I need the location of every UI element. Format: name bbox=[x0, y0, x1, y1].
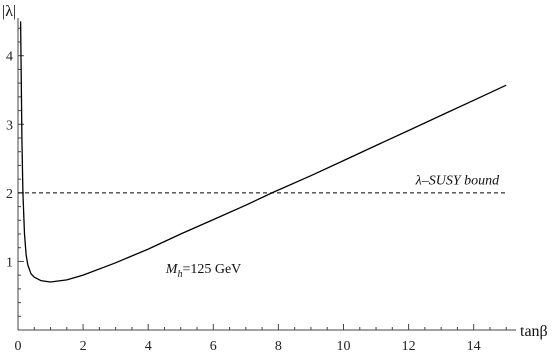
lambda-curve bbox=[19, 21, 507, 283]
x-tick-label: 14 bbox=[467, 339, 481, 354]
x-tick-label: 2 bbox=[80, 339, 87, 354]
y-tick-label: 3 bbox=[6, 118, 13, 133]
x-axis-title: tanβ bbox=[520, 323, 548, 340]
series-group bbox=[18, 21, 507, 283]
x-tick-label: 0 bbox=[15, 339, 22, 354]
higgs-mass-value: =125 GeV bbox=[182, 262, 241, 277]
lambda-susy-bound-label: λ–SUSY bound bbox=[415, 174, 500, 189]
y-axis-title: |λ| bbox=[2, 3, 16, 20]
x-tick-label: 8 bbox=[275, 339, 282, 354]
x-tick-label: 4 bbox=[145, 339, 152, 354]
x-ticks: 0 2 4 6 8 10 12 14 bbox=[15, 324, 507, 354]
y-ticks: 1 2 3 4 bbox=[6, 27, 24, 317]
x-tick-label: 12 bbox=[402, 339, 416, 354]
y-tick-label: 4 bbox=[6, 50, 13, 65]
higgs-mass-subscript: h bbox=[177, 269, 182, 280]
y-tick-label: 1 bbox=[6, 255, 13, 270]
x-tick-label: 10 bbox=[336, 339, 350, 354]
y-tick-label: 2 bbox=[6, 187, 13, 202]
x-tick-label: 6 bbox=[210, 339, 217, 354]
higgs-mass-label: Mh=125 GeV bbox=[165, 262, 242, 280]
axes bbox=[17, 18, 516, 331]
higgs-mass-symbol: M bbox=[165, 262, 179, 277]
